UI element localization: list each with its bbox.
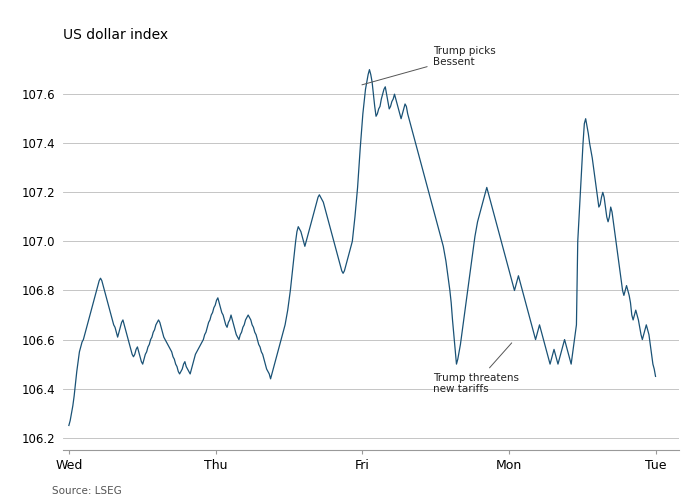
Text: US dollar index: US dollar index — [63, 28, 168, 42]
Text: Trump threatens
new tariffs: Trump threatens new tariffs — [433, 343, 519, 394]
Text: Trump picks
Bessent: Trump picks Bessent — [362, 46, 496, 85]
Text: Source: LSEG: Source: LSEG — [52, 486, 122, 496]
